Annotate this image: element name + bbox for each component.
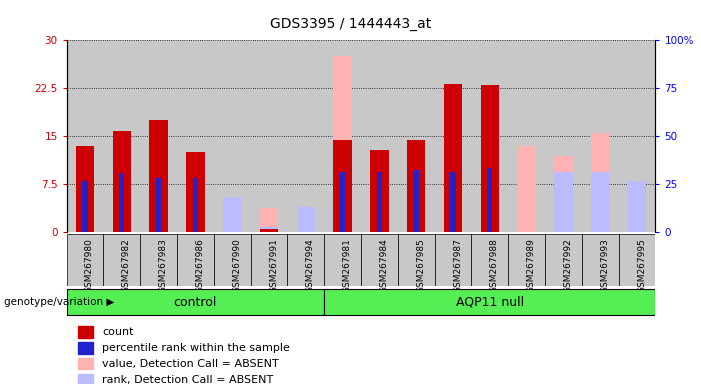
Bar bbox=[334, 139, 352, 232]
Bar bbox=[398, 40, 435, 232]
Bar bbox=[370, 151, 388, 232]
Bar bbox=[297, 224, 315, 232]
Text: count: count bbox=[102, 327, 133, 337]
Bar bbox=[554, 172, 573, 232]
Bar bbox=[67, 290, 324, 315]
Bar bbox=[517, 146, 536, 232]
Bar bbox=[334, 56, 352, 232]
Bar bbox=[193, 178, 198, 232]
Bar bbox=[119, 174, 124, 232]
Bar bbox=[177, 40, 214, 232]
Bar bbox=[79, 358, 93, 369]
Bar bbox=[79, 374, 93, 384]
Bar bbox=[287, 234, 325, 286]
Bar bbox=[582, 234, 619, 286]
Bar bbox=[214, 40, 251, 232]
Bar bbox=[83, 181, 88, 232]
Text: percentile rank within the sample: percentile rank within the sample bbox=[102, 343, 290, 353]
Text: AQP11 null: AQP11 null bbox=[456, 296, 524, 309]
Bar bbox=[444, 84, 462, 232]
Text: GSM267986: GSM267986 bbox=[196, 238, 205, 293]
Bar bbox=[377, 172, 382, 232]
Bar bbox=[628, 181, 646, 232]
Text: GSM267992: GSM267992 bbox=[564, 238, 573, 293]
Text: rank, Detection Call = ABSENT: rank, Detection Call = ABSENT bbox=[102, 374, 273, 384]
Text: GSM267988: GSM267988 bbox=[490, 238, 499, 293]
Text: GSM267995: GSM267995 bbox=[637, 238, 646, 293]
Bar bbox=[177, 234, 214, 286]
Bar bbox=[481, 136, 499, 232]
Bar bbox=[471, 40, 508, 232]
Bar bbox=[444, 136, 462, 232]
Text: GSM267991: GSM267991 bbox=[269, 238, 278, 293]
Bar bbox=[619, 40, 655, 232]
Bar bbox=[324, 234, 361, 286]
Bar bbox=[545, 234, 582, 286]
Bar bbox=[582, 40, 619, 232]
Bar bbox=[591, 133, 609, 232]
Text: GSM267983: GSM267983 bbox=[158, 238, 168, 293]
Bar bbox=[251, 234, 287, 286]
Text: GSM267984: GSM267984 bbox=[379, 238, 388, 293]
Bar bbox=[260, 229, 278, 232]
Bar bbox=[340, 172, 345, 232]
Text: GSM267985: GSM267985 bbox=[416, 238, 426, 293]
Bar bbox=[481, 85, 499, 232]
Bar bbox=[554, 156, 573, 232]
Bar bbox=[149, 120, 168, 232]
Text: GSM267989: GSM267989 bbox=[526, 238, 536, 293]
Text: value, Detection Call = ABSENT: value, Detection Call = ABSENT bbox=[102, 359, 279, 369]
Bar bbox=[67, 40, 104, 232]
Bar bbox=[435, 40, 471, 232]
Bar bbox=[508, 40, 545, 232]
Bar bbox=[67, 234, 104, 286]
Bar bbox=[545, 40, 582, 232]
Bar bbox=[104, 234, 140, 286]
Bar bbox=[186, 152, 205, 232]
Bar bbox=[628, 181, 646, 232]
Bar bbox=[451, 172, 456, 232]
Bar bbox=[287, 40, 325, 232]
Bar bbox=[619, 234, 655, 286]
Text: GSM267982: GSM267982 bbox=[122, 238, 131, 293]
Text: GSM267981: GSM267981 bbox=[343, 238, 352, 293]
Bar bbox=[361, 40, 398, 232]
Text: control: control bbox=[174, 296, 217, 309]
Bar bbox=[156, 178, 161, 232]
Bar bbox=[223, 197, 241, 232]
Bar bbox=[407, 139, 426, 232]
Bar bbox=[260, 227, 278, 232]
Bar bbox=[324, 40, 361, 232]
Bar bbox=[398, 234, 435, 286]
Text: genotype/variation ▶: genotype/variation ▶ bbox=[4, 297, 114, 308]
Text: GDS3395 / 1444443_at: GDS3395 / 1444443_at bbox=[270, 17, 431, 31]
Text: GSM267994: GSM267994 bbox=[306, 238, 315, 293]
Bar bbox=[487, 168, 492, 232]
Text: GSM267990: GSM267990 bbox=[232, 238, 241, 293]
Bar bbox=[591, 172, 609, 232]
Bar bbox=[79, 326, 93, 338]
Text: GSM267980: GSM267980 bbox=[85, 238, 94, 293]
Bar bbox=[214, 234, 251, 286]
Bar bbox=[79, 342, 93, 354]
Bar bbox=[104, 40, 140, 232]
Bar bbox=[414, 170, 418, 232]
Bar bbox=[223, 227, 241, 232]
Bar bbox=[260, 208, 278, 232]
Bar bbox=[251, 40, 287, 232]
Bar bbox=[435, 234, 471, 286]
Text: GSM267987: GSM267987 bbox=[453, 238, 462, 293]
Bar bbox=[471, 234, 508, 286]
Bar bbox=[297, 207, 315, 232]
Bar bbox=[140, 40, 177, 232]
Bar bbox=[324, 290, 655, 315]
Bar bbox=[113, 131, 131, 232]
Bar bbox=[361, 234, 398, 286]
Bar bbox=[508, 234, 545, 286]
Bar bbox=[76, 146, 94, 232]
Bar bbox=[140, 234, 177, 286]
Text: GSM267993: GSM267993 bbox=[600, 238, 609, 293]
